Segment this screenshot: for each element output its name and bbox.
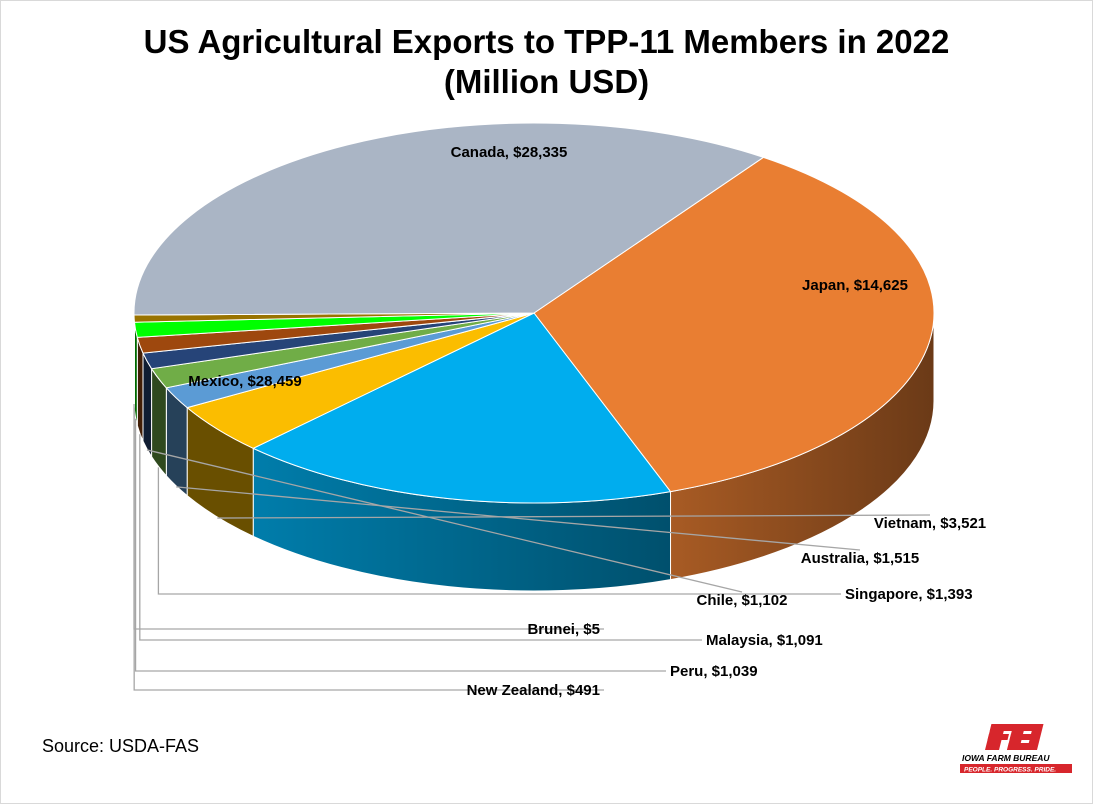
data-label-canada: Canada, $28,335 bbox=[451, 144, 568, 161]
data-label-new-zealand: New Zealand, $491 bbox=[467, 682, 600, 699]
data-label-malaysia: Malaysia, $1,091 bbox=[706, 632, 823, 649]
slice-canada bbox=[533, 156, 935, 493]
data-label-mexico: Mexico, $28,459 bbox=[188, 373, 301, 390]
data-label-japan: Japan, $14,625 bbox=[802, 277, 908, 294]
slice-side-chile bbox=[142, 352, 153, 459]
chart-title-line-2: (Million USD) bbox=[443, 63, 650, 100]
slice-mexico bbox=[133, 122, 765, 316]
leader-line-chile bbox=[146, 449, 743, 593]
data-label-singapore: Singapore, $1,393 bbox=[845, 586, 973, 603]
data-label-brunei: Brunei, $5 bbox=[527, 621, 600, 638]
source-note: Source: USDA-FAS bbox=[42, 736, 200, 756]
slice-side-malaysia bbox=[136, 337, 144, 442]
data-label-australia: Australia, $1,515 bbox=[801, 550, 919, 567]
leader-line-vietnam bbox=[217, 514, 931, 519]
slice-japan bbox=[252, 312, 672, 504]
chart-title-line-1: US Agricultural Exports to TPP-11 Member… bbox=[143, 23, 950, 60]
chart-title: US Agricultural Exports to TPP-11 Member… bbox=[0, 22, 1093, 102]
leader-line-malaysia bbox=[139, 434, 702, 641]
logo-tagline: PEOPLE. PROGRESS. PRIDE. bbox=[964, 767, 1056, 774]
leader-line-singapore bbox=[157, 467, 841, 595]
logo-name: IOWA FARM BUREAU bbox=[962, 753, 1050, 763]
leader-line-brunei bbox=[133, 403, 604, 630]
data-label-peru: Peru, $1,039 bbox=[670, 663, 758, 680]
data-label-chile: Chile, $1,102 bbox=[697, 592, 788, 609]
leader-line-australia bbox=[176, 486, 861, 551]
iowa-farm-bureau-logo: IOWA FARM BUREAU PEOPLE. PROGRESS. PRIDE… bbox=[960, 724, 1072, 774]
data-label-vietnam: Vietnam, $3,521 bbox=[874, 515, 986, 532]
leader-line-peru bbox=[134, 418, 666, 672]
